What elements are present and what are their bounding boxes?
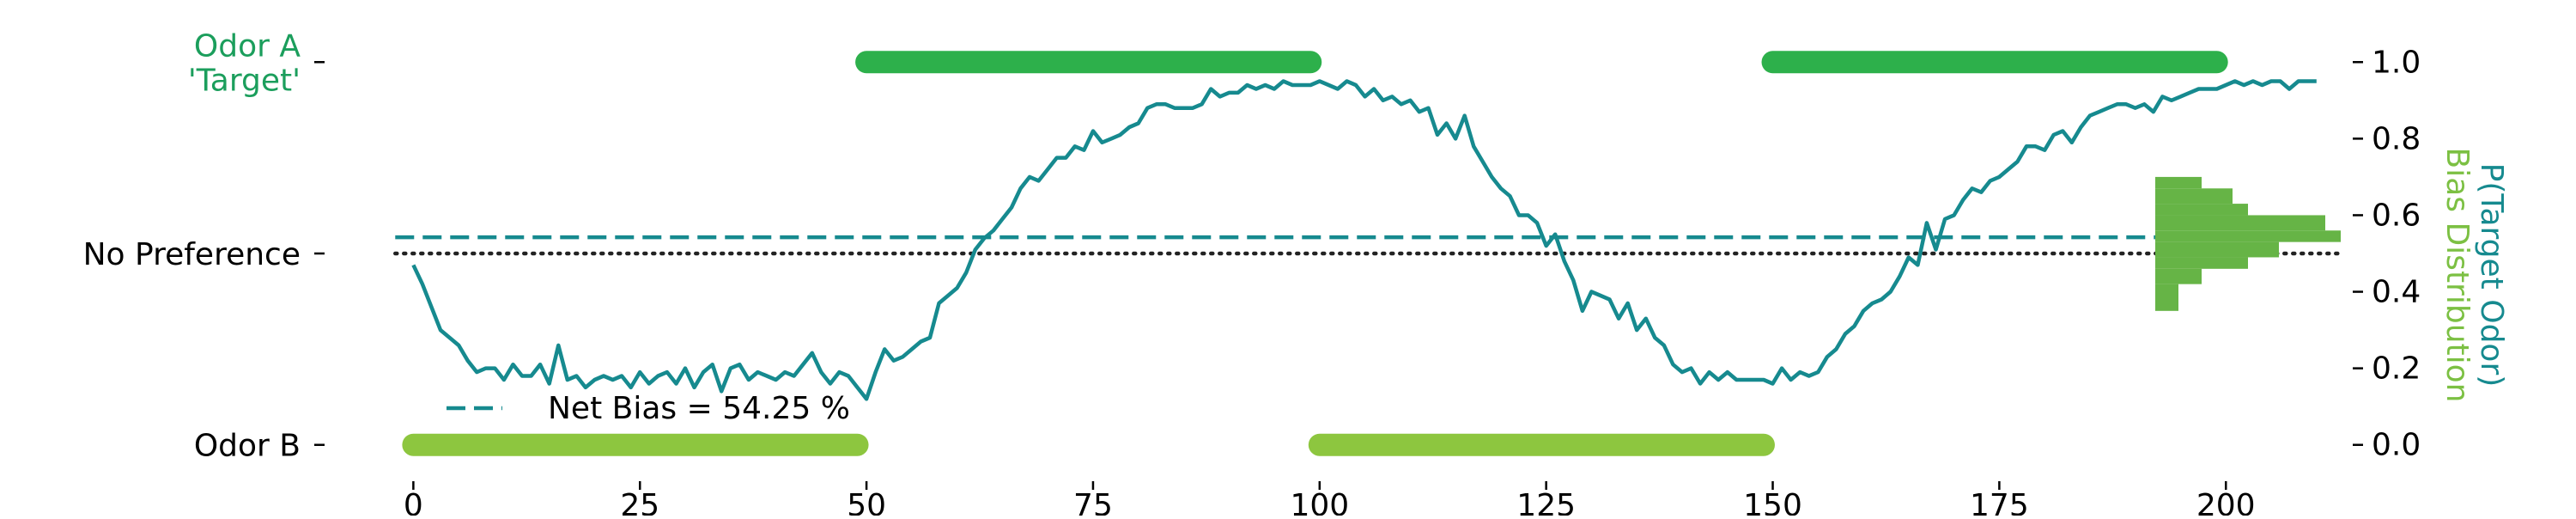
left-tick-label-2-0: Odor B [194, 429, 301, 464]
right-axis-label-line2: Bias Distribution [2439, 148, 2475, 403]
right-tick-label: 0.8 [2372, 121, 2421, 156]
hist-bar-4 [2155, 241, 2279, 258]
hist-bar-0 [2155, 296, 2178, 311]
x-tick-label: 100 [1290, 488, 1349, 516]
axes-layer: 0 25 50 75 100 125 150 175 200 0.0 0.2 0.4 0.6 0.8 1.0… [83, 28, 2509, 519]
hist-bar-5 [2155, 230, 2341, 242]
hist-bar-9 [2155, 176, 2202, 189]
right-tick-label: 0.4 [2372, 275, 2421, 310]
x-tick-label: 0 [404, 488, 423, 516]
legend: Net Bias = 54.25 % [447, 391, 850, 426]
hist-bar-8 [2155, 188, 2233, 205]
odor-blocks [402, 51, 2228, 456]
x-tick-label: 200 [2196, 488, 2256, 516]
x-tick-label: 150 [1743, 488, 1802, 516]
hist-bar-6 [2155, 215, 2325, 231]
x-tick-label: 50 [847, 488, 886, 516]
left-tick-label-0-1: 'Target' [188, 63, 301, 98]
left-tick-label-1-0: No Preference [83, 237, 301, 272]
left-tick-label-0-0: Odor A [194, 28, 301, 64]
hist-bar-1 [2155, 284, 2178, 296]
series-layer [411, 79, 2317, 401]
right-axis-label-line1: P(Target Odor) [2474, 163, 2509, 388]
hist-bar-3 [2155, 257, 2248, 269]
x-tick-label: 125 [1516, 488, 1576, 516]
hist-bar-7 [2155, 204, 2248, 216]
bias-histogram [2155, 176, 2341, 311]
x-tick-label: 175 [1970, 488, 2029, 516]
right-tick-label: 0.6 [2372, 198, 2421, 233]
reference-lines [393, 235, 2347, 256]
x-tick-label: 75 [1073, 488, 1113, 516]
x-tick-label: 25 [620, 488, 659, 516]
legend-label: Net Bias = 54.25 % [548, 391, 850, 426]
hist-bar-2 [2155, 268, 2202, 284]
right-tick-label: 0.0 [2372, 428, 2421, 463]
series-line-0 [411, 79, 2317, 401]
right-tick-label: 0.2 [2372, 351, 2421, 387]
right-tick-label: 1.0 [2372, 45, 2421, 80]
